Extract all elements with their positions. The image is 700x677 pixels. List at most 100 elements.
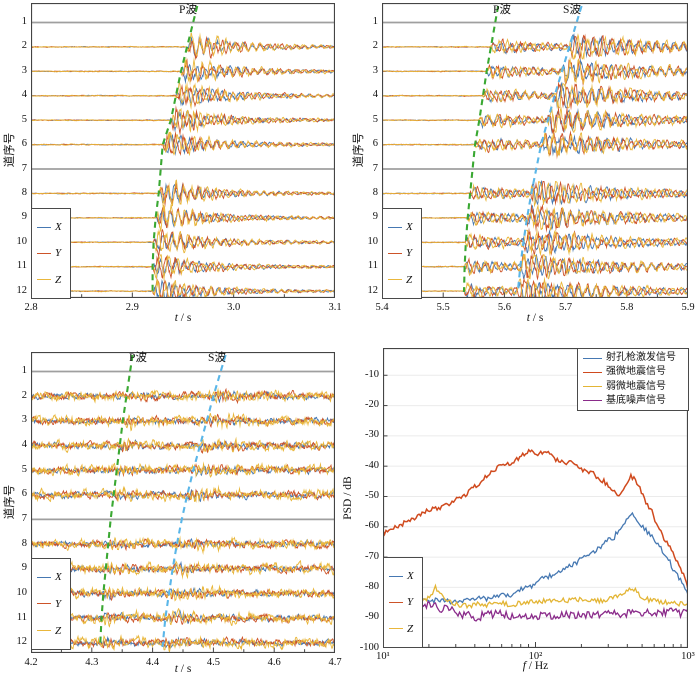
y-tick-label: -40 <box>365 459 379 471</box>
channel-tick-label: 8 <box>21 537 27 549</box>
x-axis-label: f / Hz <box>383 660 688 672</box>
x-tick-label: 4.5 <box>206 657 220 668</box>
channel-tick-label: 11 <box>367 260 378 272</box>
y-tick-label: -60 <box>365 520 379 532</box>
legend-psd-series: 射孔枪激发信号 强微地震信号 弱微地震信号 基底噪声信号 <box>577 348 689 411</box>
legend-line-sample <box>389 628 403 630</box>
x-tick-label: 10² <box>528 651 543 662</box>
p-wave-label: P波 <box>179 4 197 16</box>
legend-item: 射孔枪激发信号 <box>583 352 686 364</box>
channel-tick-label: 6 <box>372 138 378 150</box>
x-tick-label: 5.6 <box>497 302 511 313</box>
legend-line-sample <box>583 400 602 402</box>
legend-line-sample <box>583 357 602 359</box>
legend-item-label: Y <box>406 247 413 260</box>
legend-item: X <box>389 570 420 582</box>
legend-item: Z <box>389 623 420 635</box>
x-tick-label: 4.7 <box>328 657 342 668</box>
x-axis-unit: / s <box>177 663 192 675</box>
legend-item-label: 弱微地震信号 <box>606 380 666 392</box>
legend-line-sample <box>37 603 51 605</box>
legend-item-label: Y <box>407 596 414 609</box>
legend-xyz: X Y Z <box>383 557 423 648</box>
legend-item-label: 强微地震信号 <box>606 366 666 378</box>
legend-line-sample <box>583 386 602 388</box>
y-tick-label: -100 <box>359 641 379 653</box>
x-axis-unit: / s <box>177 312 192 324</box>
channel-tick-label: 2 <box>372 40 378 52</box>
x-axis-label: t / s <box>382 312 688 324</box>
channel-tick-label: 12 <box>16 284 28 296</box>
legend-line-sample <box>388 279 402 281</box>
channel-tick-label: 9 <box>21 562 27 574</box>
p-wave-label: P波 <box>129 352 147 364</box>
channel-tick-label: 1 <box>372 16 378 27</box>
channel-tick-label: 9 <box>21 211 27 223</box>
channel-tick-label: 5 <box>21 463 27 475</box>
x-axis-unit: / Hz <box>525 660 549 672</box>
channel-tick-label: 11 <box>16 260 27 272</box>
legend-line-sample <box>389 601 403 603</box>
channel-tick-label: 12 <box>367 284 379 296</box>
s-wave-label: S波 <box>208 352 226 364</box>
x-tick-label: 4.2 <box>24 657 38 668</box>
x-axis-var: f <box>522 660 526 672</box>
channel-tick-label: 10 <box>16 586 28 598</box>
x-tick-label: 5.9 <box>681 302 695 313</box>
channel-tick-label: 5 <box>372 113 378 125</box>
channel-tick-label: 2 <box>21 389 27 401</box>
legend-line-sample <box>37 576 51 578</box>
x-axis-label: t / s <box>31 663 335 675</box>
x-axis-var: t <box>174 663 178 675</box>
legend-item: Y <box>37 247 68 259</box>
x-tick-label: 10¹ <box>376 651 390 662</box>
legend-item: 弱微地震信号 <box>583 381 686 393</box>
y-tick-label: -50 <box>365 489 379 501</box>
channel-tick-label: 10 <box>367 235 379 247</box>
x-tick-label: 3.1 <box>328 302 342 313</box>
y-tick-label: -10 <box>365 368 379 380</box>
channel-tick-label: 8 <box>21 186 27 198</box>
channel-tick-label: 6 <box>21 488 27 500</box>
legend-line-sample <box>37 252 51 254</box>
x-tick-label: 5.4 <box>375 302 389 313</box>
legend-line-sample <box>389 575 403 577</box>
legend-item-label: X <box>406 221 413 234</box>
y-tick-label: -30 <box>365 429 379 441</box>
channel-tick-label: 2 <box>21 40 27 52</box>
legend-item: Y <box>37 598 68 610</box>
channel-tick-label: 6 <box>21 138 27 150</box>
channel-tick-label: 1 <box>21 16 27 27</box>
legend-item-label: X <box>55 571 62 584</box>
channel-tick-label: 10 <box>16 235 28 247</box>
legend-item: X <box>37 571 68 583</box>
s-wave-label: S波 <box>563 4 581 16</box>
legend-item-label: Z <box>406 273 413 286</box>
legend-item-label: Z <box>55 273 62 286</box>
legend-item-label: Y <box>55 597 62 610</box>
legend-line-sample <box>37 226 51 228</box>
weak-event-plot-canvas <box>31 352 335 653</box>
x-tick-label: 4.6 <box>267 657 281 668</box>
channel-tick-label: 1 <box>21 365 27 376</box>
channel-tick-label: 8 <box>372 186 378 198</box>
legend-line-sample <box>37 279 51 281</box>
legend-item: X <box>388 221 419 233</box>
legend-item: Y <box>388 247 419 259</box>
p-wave-label: P波 <box>493 4 511 16</box>
legend-item: 强微地震信号 <box>583 366 686 378</box>
legend-item-label: Z <box>55 624 62 637</box>
legend-line-sample <box>583 371 602 373</box>
legend-item: X <box>37 221 68 233</box>
y-tick-label: -70 <box>365 550 379 562</box>
channel-tick-label: 11 <box>16 611 27 623</box>
x-axis-unit: / s <box>529 312 544 324</box>
y-tick-label: -90 <box>365 611 379 623</box>
x-tick-label: 5.7 <box>559 302 573 313</box>
x-tick-label: 5.8 <box>620 302 634 313</box>
legend-item: Y <box>389 596 420 608</box>
strong-event-plot-canvas <box>382 3 688 298</box>
